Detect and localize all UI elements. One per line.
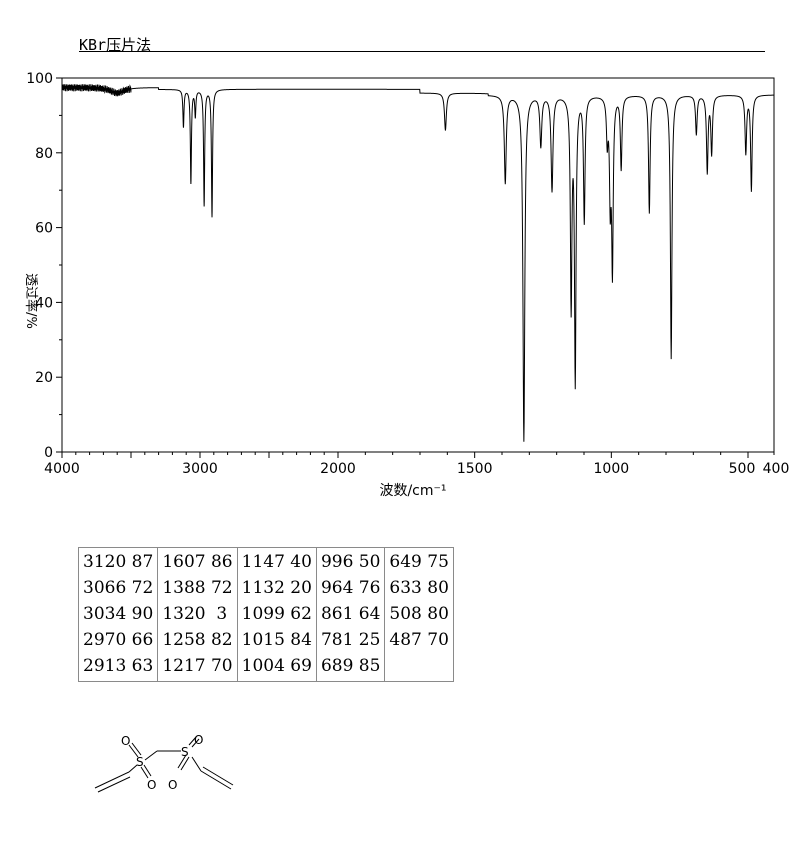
y-tick-label: 80 bbox=[35, 146, 53, 162]
peak-entry: 3066 72 bbox=[83, 578, 154, 598]
x-tick-label: 2000 bbox=[320, 461, 356, 477]
x-tick-label: 1500 bbox=[457, 461, 493, 477]
s1-o2-bond bbox=[140, 766, 149, 779]
y-axis-title: 透过率/% bbox=[23, 273, 39, 329]
peak-entry: 861 64 bbox=[320, 604, 381, 624]
method-label: KBr压片法 bbox=[79, 36, 152, 54]
peak-entry: 1147 40 bbox=[241, 552, 312, 572]
peak-table-row: 3120 87 3066 72 3034 90 2970 66 2913 63 1607… bbox=[77, 547, 454, 682]
peak-entry: 996 50 bbox=[320, 552, 381, 572]
y-tick-label: 0 bbox=[44, 445, 53, 461]
peak-table-column: 1147 40 1132 20 1099 62 1015 84 1004 69 bbox=[236, 547, 317, 682]
y-tick-label: 20 bbox=[35, 370, 53, 386]
x-axis-title: 波数/cm⁻¹ bbox=[379, 483, 446, 499]
peak-entry: 1607 86 bbox=[162, 552, 233, 572]
y-tick-label: 60 bbox=[35, 221, 53, 237]
peak-entry: 964 76 bbox=[320, 578, 381, 598]
s2-o3-bond bbox=[180, 756, 190, 771]
x-tick-label: 400 bbox=[763, 461, 790, 477]
header-rule bbox=[79, 51, 765, 52]
vinyl-bond-left-double bbox=[94, 771, 130, 789]
vinyl-bond-right-double bbox=[200, 770, 232, 790]
s1-o1-bond-2 bbox=[131, 742, 142, 756]
x-axis-ticks: 4000 3000 2000 1500 1000 500 400 bbox=[44, 452, 789, 477]
y-axis-ticks: 0 20 40 60 80 100 bbox=[26, 71, 62, 461]
structure-diagram: O S O S O O bbox=[94, 733, 234, 793]
x-tick-label: 4000 bbox=[44, 461, 80, 477]
peak-entry: 1217 70 bbox=[162, 656, 233, 676]
peak-table: 3120 87 3066 72 3034 90 2970 66 2913 63 1607… bbox=[77, 547, 454, 682]
peak-entry: 781 25 bbox=[320, 630, 381, 650]
peak-entry: 2913 63 bbox=[83, 656, 154, 676]
s2-o4-bond bbox=[188, 736, 197, 746]
atom-o4: O bbox=[194, 733, 203, 747]
peak-entry: 3120 87 bbox=[83, 552, 154, 572]
plot-frame bbox=[61, 77, 775, 453]
vinyl-bond-right bbox=[191, 756, 202, 772]
s1-o1-bond bbox=[128, 744, 139, 758]
peak-entry: 649 75 bbox=[389, 552, 449, 572]
x-tick-label: 1000 bbox=[594, 461, 630, 477]
peak-table-column: 1607 86 1388 72 1320 3 1258 82 1217 70 bbox=[157, 547, 238, 682]
ir-spectrum-chart: 4000 3000 2000 1500 1000 500 400 020406080100 … bbox=[23, 71, 789, 499]
vinyl-bond-left-double-2 bbox=[97, 776, 131, 793]
atom-o1: O bbox=[121, 734, 130, 748]
atom-o3: O bbox=[168, 778, 177, 792]
peak-entry: 1258 82 bbox=[162, 630, 233, 650]
peak-table-column: 649 75 633 80 508 80 487 70 bbox=[384, 547, 454, 682]
x-tick-label: 3000 bbox=[182, 461, 218, 477]
peak-entry: 1099 62 bbox=[241, 604, 312, 624]
s2-o3-bond-2 bbox=[177, 754, 187, 769]
y-tick-label: 100 bbox=[26, 71, 53, 87]
peak-entry: 1320 3 bbox=[162, 604, 228, 624]
peak-entry: 1004 69 bbox=[241, 656, 312, 676]
peak-entry: 633 80 bbox=[389, 578, 449, 598]
atom-s1: S bbox=[136, 755, 144, 769]
peak-entry: 487 70 bbox=[389, 630, 449, 650]
peak-entry: 1132 20 bbox=[241, 578, 312, 598]
s2-o4-bond-2 bbox=[191, 738, 200, 748]
peak-entry: 1015 84 bbox=[241, 630, 312, 650]
peak-entry: 3034 90 bbox=[83, 604, 154, 624]
peak-table-column: 3120 87 3066 72 3034 90 2970 66 2913 63 bbox=[77, 547, 159, 682]
peak-entry: 2970 66 bbox=[83, 630, 154, 650]
peak-table-column: 996 50 964 76 861 64 781 25 689 85 bbox=[315, 547, 386, 682]
peak-entry: 689 85 bbox=[320, 656, 381, 676]
x-tick-label: 500 bbox=[729, 461, 756, 477]
spectrum-line bbox=[61, 83, 774, 442]
atom-s2: S bbox=[181, 745, 189, 759]
y-tick-label: 40 bbox=[35, 295, 53, 311]
vinyl-bond-left bbox=[128, 764, 138, 773]
vinyl-bond-right-double-2 bbox=[202, 766, 234, 786]
atom-o2: O bbox=[147, 778, 156, 792]
peak-entry: 508 80 bbox=[389, 604, 449, 624]
peak-entry: 1388 72 bbox=[162, 578, 233, 598]
s1-o2-bond-2 bbox=[143, 764, 152, 777]
s1-ch2-bond bbox=[144, 750, 158, 761]
